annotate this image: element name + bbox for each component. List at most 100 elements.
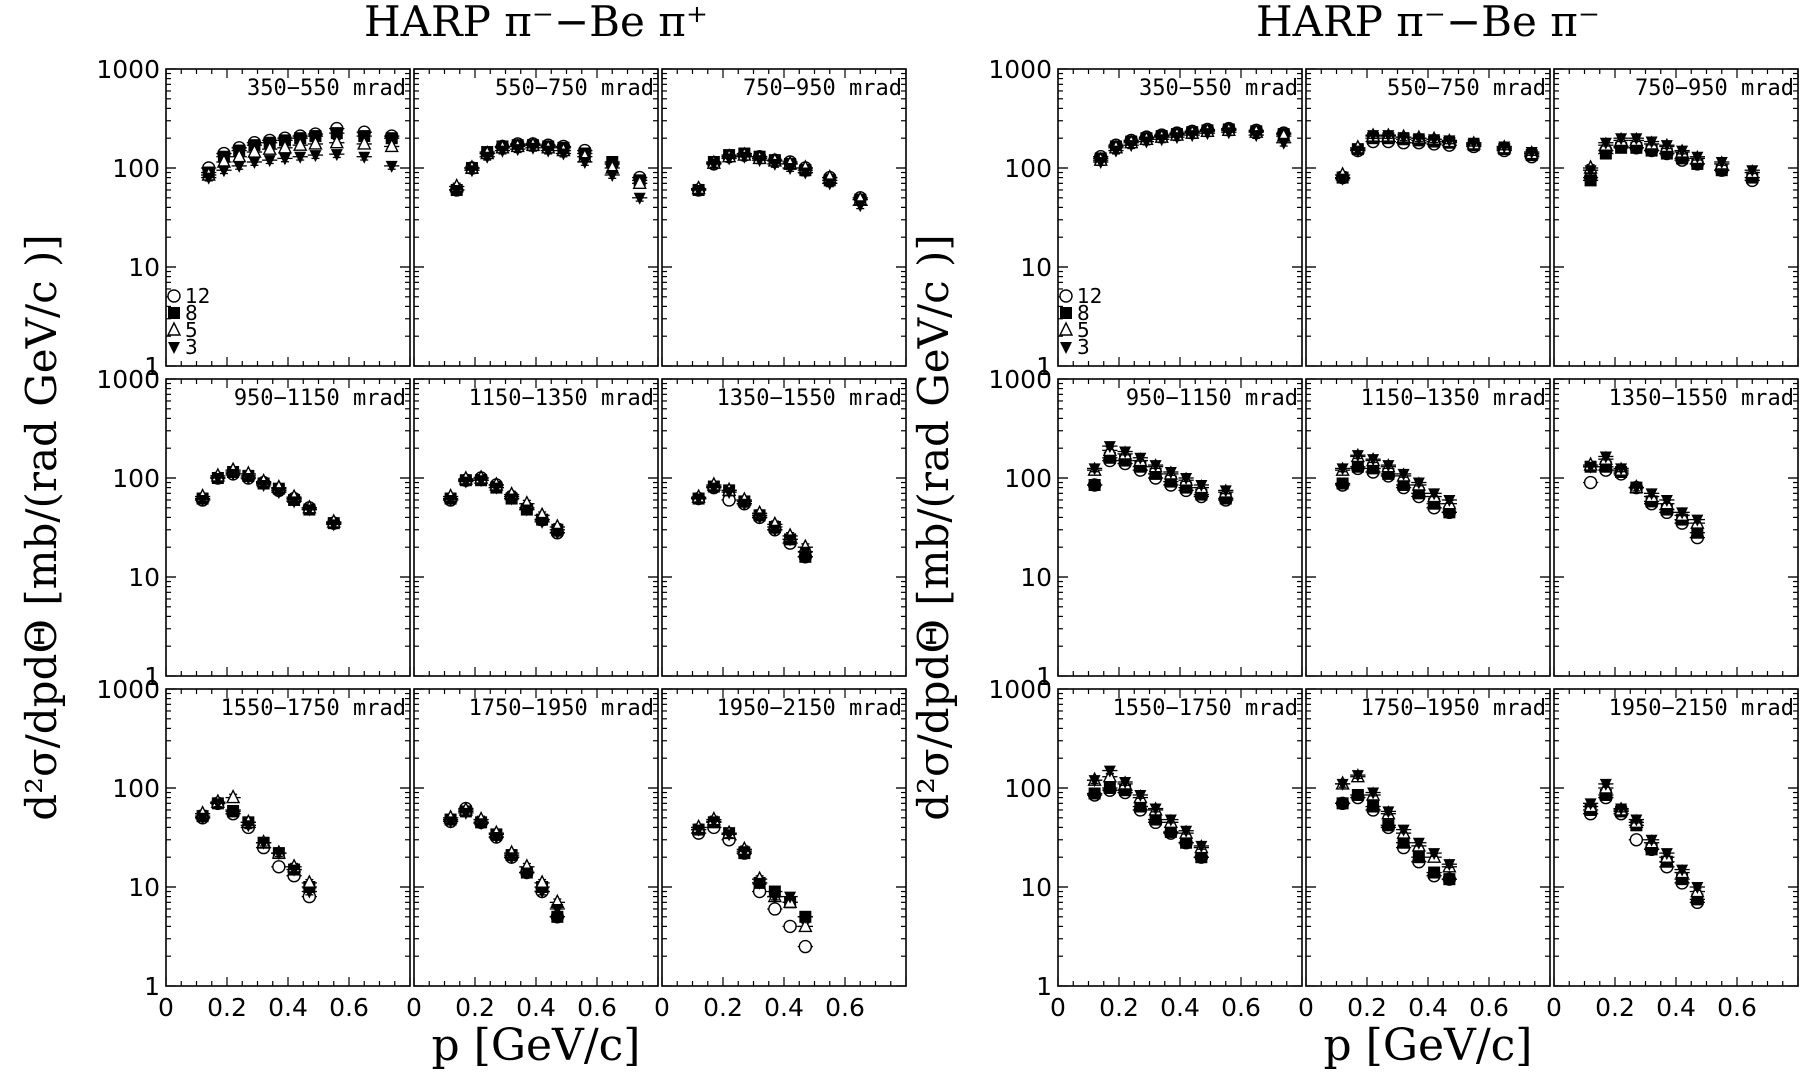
series-8-point (1351, 788, 1364, 801)
series-3-point (520, 867, 533, 880)
series-3-point (288, 864, 301, 877)
series-8-point (551, 910, 564, 923)
series-8-point (1443, 873, 1456, 886)
panel-angle-label: 1150−1350 mrad (469, 386, 654, 411)
y-tick-label: 1 (144, 352, 160, 381)
y-tick-label: 1 (1036, 352, 1052, 381)
y-tick-label: 1 (1036, 972, 1052, 1001)
series-3-point (1180, 825, 1193, 838)
series-5-point (384, 137, 399, 153)
panel-frame (1553, 378, 1799, 677)
legend-label: 12 (185, 284, 210, 308)
x-tick-label: 0.6 (1469, 993, 1509, 1022)
series-3-point (1180, 473, 1193, 485)
series-3-point (1367, 454, 1380, 467)
series-12-point (1583, 475, 1598, 490)
series-5 (1334, 768, 1457, 873)
series-3 (690, 816, 813, 924)
series-3-point (1615, 463, 1628, 476)
panel-angle-label: 1950−2150 mrad (1609, 696, 1794, 721)
series-3 (1582, 133, 1760, 178)
series-3-point (1351, 145, 1364, 158)
series-8-point (1134, 800, 1147, 813)
series-3-point (233, 160, 246, 173)
series-3 (201, 149, 400, 185)
series-3-point (490, 831, 503, 844)
series-3-point (1498, 141, 1511, 154)
y-tick-label: 10 (1020, 253, 1052, 282)
series-3-point (459, 807, 472, 820)
series-3-point (1746, 165, 1759, 178)
series-3-point (1630, 482, 1643, 495)
series-8-point (1367, 800, 1380, 813)
series-8-point (1103, 782, 1116, 794)
series-3-point (1164, 814, 1177, 827)
panel-5: 1150−1350 mrad (413, 378, 659, 677)
series-3-point (257, 479, 270, 492)
series-3-point (1715, 156, 1728, 169)
series-3-point (1412, 837, 1425, 850)
series-3-point (520, 504, 533, 517)
series-3-point (536, 886, 549, 899)
series-3-point (1219, 485, 1232, 498)
x-tick-label: 0 (1546, 993, 1562, 1022)
series-12-point (1629, 833, 1644, 847)
series-3-point (692, 184, 705, 197)
x-tick-label: 0.6 (577, 993, 617, 1022)
panel-angle-label: 750−950 mrad (743, 76, 902, 101)
x-tick-label: 0.4 (1160, 993, 1200, 1022)
x-tick-label: 0 (654, 993, 670, 1022)
x-tick-label: 0.6 (329, 993, 369, 1022)
y-tick-label: 1000 (96, 365, 160, 394)
panel-angle-label: 950−1150 mrad (234, 386, 406, 411)
series-3-point (738, 151, 751, 164)
series-3-point (854, 200, 867, 213)
legend-label: 3 (1077, 335, 1090, 359)
chart-1: HARP π⁻−Be π⁺ p [GeV/c] d²σ/dpdΘ [mb/(rad … (17, 0, 907, 1071)
series-3-point (475, 475, 488, 488)
series-3-point (536, 516, 549, 529)
series-3 (1093, 127, 1292, 169)
panel-angle-label: 1350−1550 mrad (1609, 386, 1794, 411)
panel-frame (1553, 688, 1799, 987)
x-tick-label: 0.2 (1595, 993, 1635, 1022)
series-3-point (1382, 130, 1395, 143)
y-tick-label: 10 (1020, 563, 1052, 592)
series-3-point (278, 153, 291, 166)
series-3-point (1103, 441, 1116, 454)
panel-frame (165, 688, 411, 987)
series-5-point (293, 136, 308, 151)
series-5-point (225, 789, 241, 804)
series-3-point (692, 824, 705, 837)
series-8-point (1584, 174, 1597, 187)
series-3 (194, 468, 342, 532)
x-tick-label: 0 (158, 993, 174, 1022)
series-3-point (823, 178, 836, 191)
panel-angle-label: 950−1150 mrad (1126, 386, 1298, 411)
panel-4: 1 10 100 1000 950−1150 mrad (988, 365, 1303, 691)
x-tick-label: 0.4 (1408, 993, 1448, 1022)
panel-angle-label: 550−750 mrad (1387, 76, 1546, 101)
panel-angle-label: 350−550 mrad (247, 76, 406, 101)
series-3-point (526, 142, 539, 155)
series-3-point (1201, 128, 1214, 141)
y-tick-label: 10 (1020, 873, 1052, 902)
panel-frame (1057, 378, 1303, 677)
panel-5: 1150−1350 mrad (1305, 378, 1551, 677)
series-3-point (1397, 824, 1410, 837)
x-tick-label: 0 (406, 993, 422, 1022)
panel-7: 1 10 100 1000 0 0.2 0.4 0.6 1550−1750 mrad (988, 675, 1303, 1022)
series-3-point (257, 837, 270, 850)
series-3-point (1443, 494, 1456, 507)
series-5-point (357, 135, 372, 150)
panel-2: 550−750 mrad (1305, 68, 1551, 367)
series-12-point (272, 860, 286, 874)
series-3-point (1336, 173, 1349, 186)
series-12 (442, 801, 565, 924)
series-8-point (330, 127, 343, 140)
series-3-point (1088, 463, 1101, 476)
series-3-point (1428, 488, 1441, 501)
x-tick-label: 0.2 (207, 993, 247, 1022)
series-3-point (1351, 770, 1364, 783)
series-3-point (1277, 137, 1290, 150)
